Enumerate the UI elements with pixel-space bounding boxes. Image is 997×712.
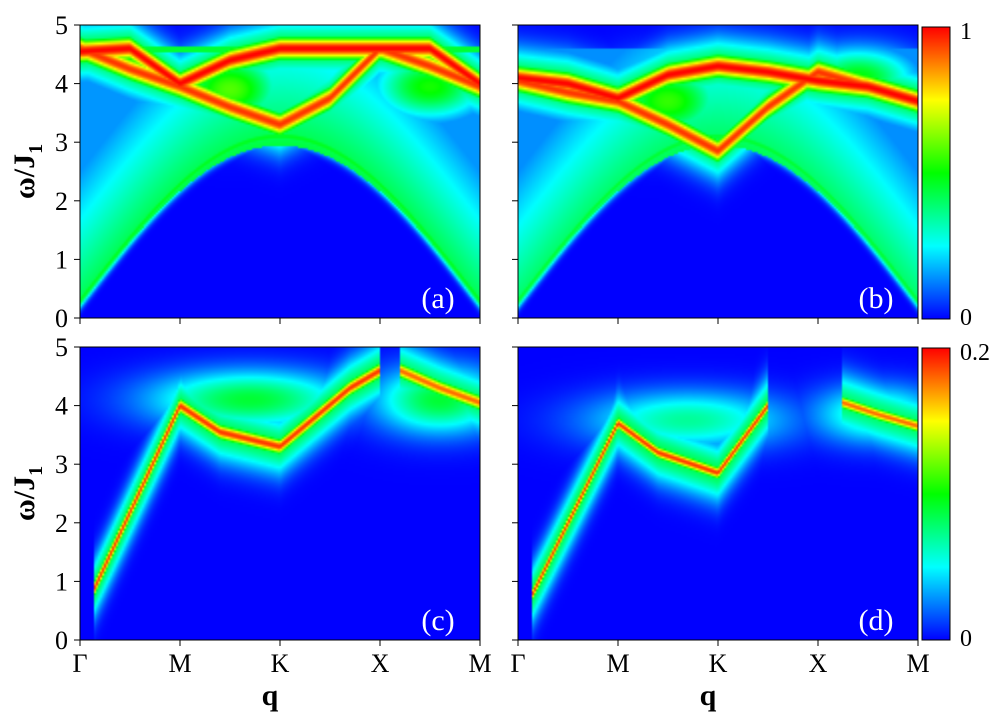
colorbar bbox=[921, 26, 951, 320]
x-tick-label: M bbox=[606, 649, 629, 678]
colorbar-max-label: 1 bbox=[960, 19, 972, 45]
y-tick-label: 4 bbox=[55, 392, 68, 421]
y-tick-label: 0 bbox=[55, 626, 68, 655]
y-axis-label: ω/J1 bbox=[8, 466, 47, 521]
x-tick-label: K bbox=[709, 649, 728, 678]
panel-c bbox=[74, 346, 481, 646]
heatmap-image bbox=[80, 347, 480, 640]
panel-tag: (a) bbox=[421, 282, 454, 315]
heatmap-image bbox=[518, 347, 918, 640]
panel-a bbox=[74, 24, 481, 324]
x-tick-label: K bbox=[271, 649, 290, 678]
x-tick-label: X bbox=[809, 649, 828, 678]
x-tick-label: M bbox=[468, 649, 491, 678]
x-tick-label: M bbox=[906, 649, 929, 678]
y-tick-label: 5 bbox=[55, 333, 68, 362]
x-tick-label: X bbox=[371, 649, 390, 678]
x-axis-label: q bbox=[262, 679, 279, 712]
panel-tag: (b) bbox=[859, 282, 894, 315]
y-tick-label: 2 bbox=[55, 187, 68, 216]
y-tick-label: 2 bbox=[55, 509, 68, 538]
y-tick-label: 3 bbox=[55, 450, 68, 479]
heatmap-image bbox=[80, 25, 480, 318]
panel-d bbox=[512, 346, 951, 646]
x-tick-label: M bbox=[168, 649, 191, 678]
heatmap-image bbox=[518, 25, 918, 318]
colorbar-min-label: 0 bbox=[960, 626, 972, 652]
x-tick-label: Γ bbox=[510, 649, 525, 678]
y-axis-label-subscript: 1 bbox=[25, 466, 47, 476]
y-axis-label: ω/J1 bbox=[8, 144, 47, 199]
x-axis-label: q bbox=[700, 679, 717, 712]
y-tick-label: 4 bbox=[55, 70, 68, 99]
y-tick-label: 0 bbox=[55, 304, 68, 333]
x-tick-label: Γ bbox=[72, 649, 87, 678]
y-axis-label-subscript: 1 bbox=[25, 144, 47, 154]
panel-tag: (c) bbox=[421, 604, 454, 637]
colorbar bbox=[921, 347, 951, 641]
y-tick-label: 1 bbox=[55, 567, 68, 596]
colorbar-min-label: 0 bbox=[960, 305, 972, 331]
panel-b bbox=[512, 24, 951, 324]
colorbar-max-label: 0.2 bbox=[960, 340, 990, 366]
y-tick-label: 5 bbox=[55, 11, 68, 40]
y-tick-label: 1 bbox=[55, 245, 68, 274]
y-tick-label: 3 bbox=[55, 128, 68, 157]
panel-tag: (d) bbox=[859, 604, 894, 637]
